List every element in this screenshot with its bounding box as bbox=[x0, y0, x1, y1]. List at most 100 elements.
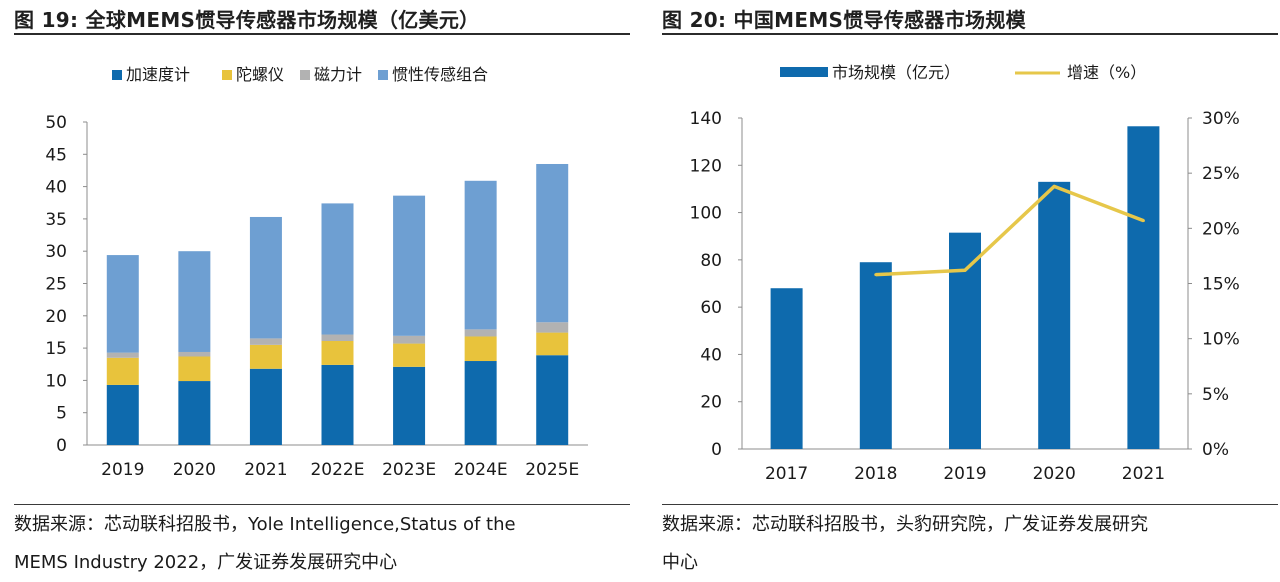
growth-rate-point bbox=[874, 273, 878, 277]
y-right-tick-label: 25% bbox=[1202, 164, 1240, 184]
y-right-tick-label: 15% bbox=[1202, 275, 1240, 295]
left-source-line-2: MEMS Industry 2022，广发证券发展研究中心 bbox=[14, 552, 398, 573]
growth-rate-point bbox=[1052, 184, 1056, 188]
y-left-tick-label: 120 bbox=[690, 156, 722, 176]
y-right-tick-label: 10% bbox=[1202, 330, 1240, 350]
y-left-tick-label: 140 bbox=[690, 109, 722, 129]
y-tick-label: 15 bbox=[45, 339, 67, 359]
bar-segment-3 bbox=[464, 329, 497, 337]
x-tick-label: 2018 bbox=[854, 464, 897, 484]
y-left-tick-label: 100 bbox=[690, 204, 722, 224]
x-tick-label: 2024E bbox=[454, 460, 508, 480]
bar-segment-3 bbox=[536, 322, 569, 333]
bar-segment-1 bbox=[536, 355, 569, 445]
legend-swatch-4 bbox=[378, 70, 388, 80]
legend-label-bar: 市场规模（亿元） bbox=[832, 63, 960, 82]
x-tick-label: 2022E bbox=[310, 460, 364, 480]
legend-label-4: 惯性传感组合 bbox=[392, 65, 488, 84]
x-tick-label: 2017 bbox=[765, 464, 808, 484]
bar-segment-1 bbox=[464, 361, 497, 445]
bar-segment-3 bbox=[178, 351, 211, 357]
bar-segment-3 bbox=[249, 338, 282, 345]
legend-swatch-bar bbox=[780, 67, 828, 77]
bar-segment-2 bbox=[536, 332, 569, 356]
x-tick-label: 2019 bbox=[101, 460, 144, 480]
legend-label-2: 陀螺仪 bbox=[236, 65, 284, 84]
bar-segment-1 bbox=[249, 368, 282, 445]
y-tick-label: 35 bbox=[45, 210, 67, 230]
y-tick-label: 45 bbox=[45, 145, 67, 165]
left-figure-title: 图 19: 全球MEMS惯导传感器市场规模（亿美元） bbox=[14, 8, 480, 32]
growth-rate-point bbox=[1141, 219, 1145, 223]
y-right-tick-label: 20% bbox=[1202, 219, 1240, 239]
bar-segment-3 bbox=[321, 334, 354, 341]
y-tick-label: 25 bbox=[45, 275, 67, 295]
x-tick-label: 2023E bbox=[382, 460, 436, 480]
y-tick-label: 40 bbox=[45, 178, 67, 198]
bar-market-size bbox=[770, 288, 803, 449]
legend-swatch-3 bbox=[300, 70, 310, 80]
y-right-tick-label: 0% bbox=[1202, 440, 1229, 460]
right-figure-panel: 图 20: 中国MEMS惯导传感器市场规模 市场规模（亿元） 增速（%） 0 20 40… bbox=[660, 0, 1280, 580]
right-chart: 市场规模（亿元） 增速（%） 0 20 40 60 80 100 120 140 0% 5% 10% 15… bbox=[690, 63, 1240, 484]
bar-segment-1 bbox=[321, 364, 354, 445]
bar-segment-4 bbox=[393, 195, 426, 336]
bar-segment-1 bbox=[178, 381, 211, 445]
left-source-line-1: 数据来源：芯动联科招股书，Yole Intelligence,Status of… bbox=[14, 514, 516, 535]
right-title-rule bbox=[662, 33, 1278, 35]
y-left-tick-label: 40 bbox=[700, 345, 722, 365]
y-tick-label: 0 bbox=[56, 436, 67, 456]
bar-segment-2 bbox=[249, 344, 282, 369]
right-source-line-2: 中心 bbox=[662, 552, 698, 573]
x-tick-label: 2019 bbox=[943, 464, 986, 484]
left-chart: 加速度计 陀螺仪 磁力计 惯性传感组合 0 5 10 15 20 25 30 35 40 45 50 2019… bbox=[45, 65, 588, 480]
y-tick-label: 10 bbox=[45, 371, 67, 391]
x-tick-label: 2020 bbox=[173, 460, 216, 480]
y-tick-label: 30 bbox=[45, 242, 67, 262]
bar-segment-3 bbox=[393, 335, 426, 344]
bar-market-size bbox=[1127, 126, 1160, 450]
bar-segment-4 bbox=[106, 255, 139, 353]
growth-rate-line bbox=[875, 184, 1145, 277]
bar-segment-4 bbox=[178, 251, 211, 352]
right-source-rule bbox=[662, 504, 1278, 505]
bar-segment-2 bbox=[106, 357, 139, 385]
bar-segment-3 bbox=[106, 352, 139, 358]
bar-segment-4 bbox=[536, 163, 569, 323]
bar-segment-1 bbox=[106, 384, 139, 445]
x-tick-label: 2020 bbox=[1033, 464, 1076, 484]
right-figure-title: 图 20: 中国MEMS惯导传感器市场规模 bbox=[662, 8, 1026, 32]
x-tick-label: 2021 bbox=[244, 460, 287, 480]
legend-label-3: 磁力计 bbox=[314, 65, 362, 84]
bar-segment-4 bbox=[321, 203, 354, 335]
right-source-line-1: 数据来源：芯动联科招股书，头豹研究院，广发证券发展研究 bbox=[662, 514, 1148, 535]
x-tick-label: 2025E bbox=[525, 460, 579, 480]
y-right-tick-label: 30% bbox=[1202, 109, 1240, 129]
bar-market-size bbox=[1038, 181, 1071, 450]
bar-segment-4 bbox=[464, 180, 497, 330]
legend-label-line: 增速（%） bbox=[1067, 63, 1146, 82]
legend-swatch-2 bbox=[222, 70, 232, 80]
growth-rate-point bbox=[963, 268, 967, 272]
left-source-rule bbox=[14, 504, 630, 505]
y-tick-label: 20 bbox=[45, 307, 67, 327]
y-left-tick-label: 80 bbox=[700, 251, 722, 271]
bar-segment-1 bbox=[393, 366, 426, 445]
y-left-tick-label: 0 bbox=[711, 440, 722, 460]
bar-segment-4 bbox=[249, 216, 282, 339]
y-tick-label: 50 bbox=[45, 113, 67, 133]
left-title-rule bbox=[14, 33, 630, 35]
y-left-tick-label: 20 bbox=[700, 393, 722, 413]
y-left-tick-label: 60 bbox=[700, 298, 722, 318]
y-right-tick-label: 5% bbox=[1202, 385, 1229, 405]
legend-swatch-1 bbox=[112, 70, 122, 80]
bar-market-size bbox=[859, 262, 892, 449]
bar-segment-2 bbox=[393, 343, 426, 367]
legend-label-1: 加速度计 bbox=[126, 65, 190, 84]
bar-segment-2 bbox=[178, 356, 211, 382]
bar-market-size bbox=[949, 232, 981, 449]
x-tick-label: 2021 bbox=[1122, 464, 1165, 484]
bar-segment-2 bbox=[464, 336, 497, 362]
left-figure-panel: 图 19: 全球MEMS惯导传感器市场规模（亿美元） 加速度计 陀螺仪 磁力计 惯性传… bbox=[0, 0, 632, 580]
y-tick-label: 5 bbox=[56, 404, 67, 424]
